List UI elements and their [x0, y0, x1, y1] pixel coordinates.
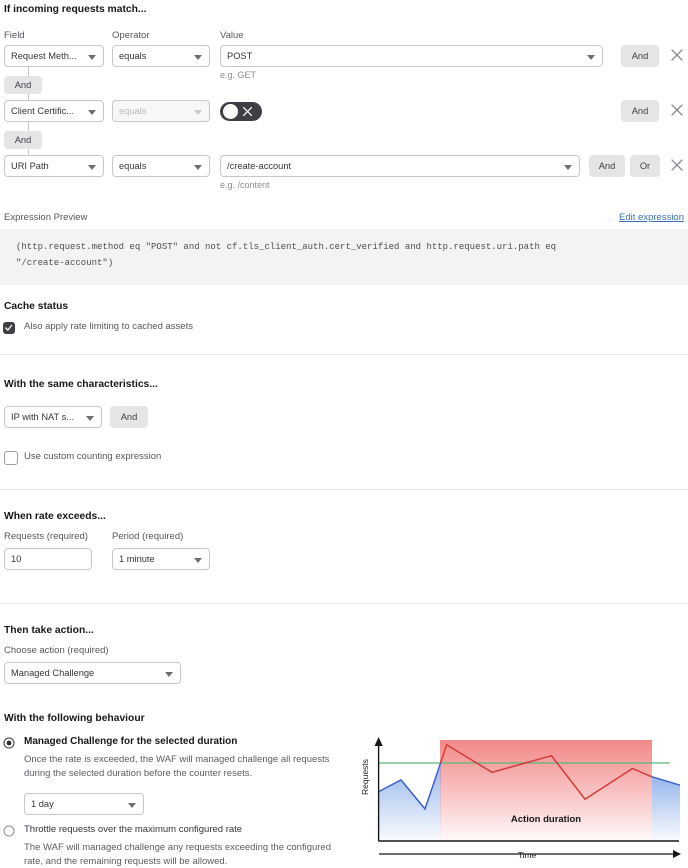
svg-text:Action duration: Action duration — [511, 814, 581, 825]
svg-text:Requests: Requests — [360, 759, 370, 795]
svg-text:Time: Time — [518, 850, 537, 860]
